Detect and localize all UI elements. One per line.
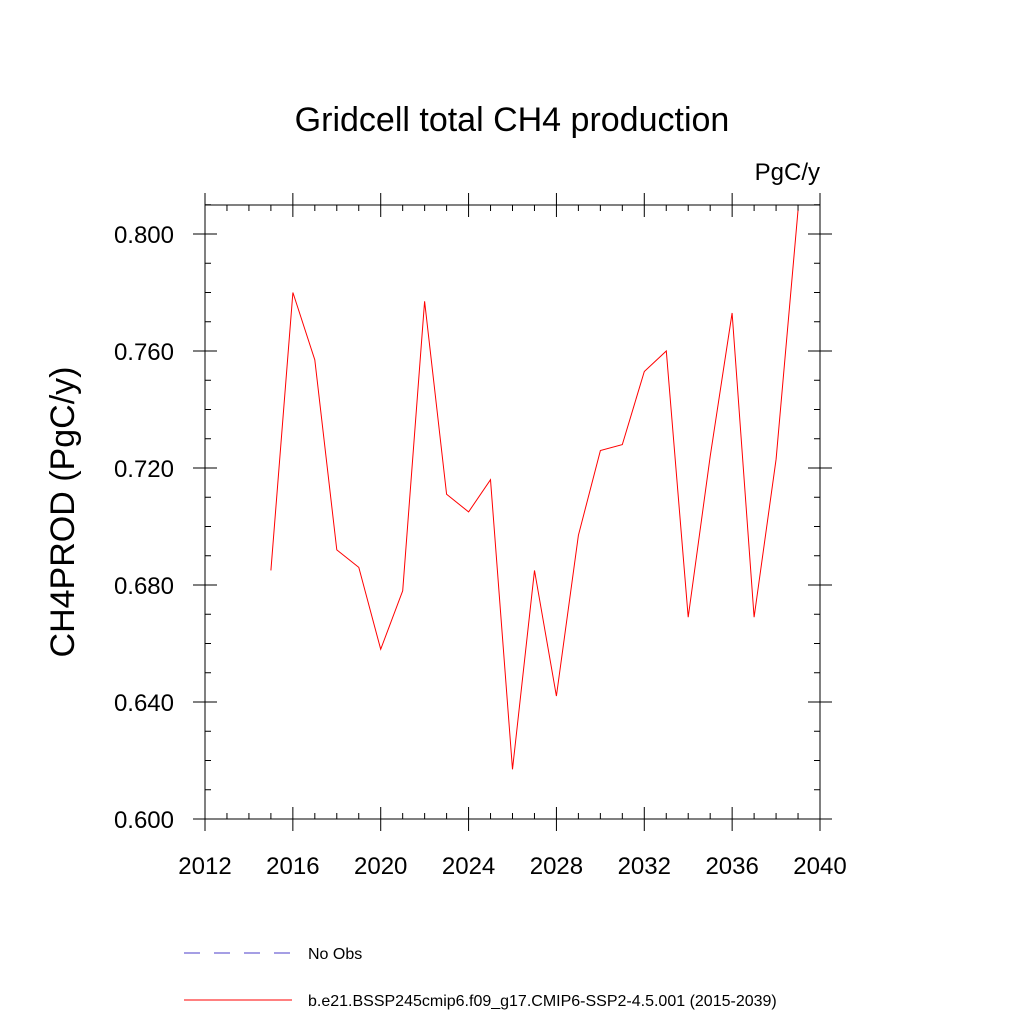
x-tick-label: 2028 <box>530 853 583 880</box>
y-tick-label: 0.640 <box>114 690 174 717</box>
legend-label: No Obs <box>308 946 362 963</box>
y-tick-label: 0.680 <box>114 573 174 600</box>
series-line <box>270 210 799 770</box>
y-tick-label: 0.600 <box>114 807 174 834</box>
legend-label: b.e21.BSSP245cmip6.f09_g17.CMIP6-SSP2-4.… <box>308 993 777 1010</box>
legend: No Obs b.e21.BSSP245cmip6.f09_g17.CMIP6-S… <box>184 946 777 1010</box>
x-tick-label: 2024 <box>442 853 495 880</box>
y-tick-label: 0.800 <box>114 222 174 249</box>
axis-tick-labels: 2012 2016 2020 2024 2028 2032 2036 2040 0.600 0.6… <box>114 222 847 880</box>
units-label: PgC/y <box>755 159 820 186</box>
x-tick-label: 2016 <box>266 853 319 880</box>
x-tick-label: 2020 <box>354 853 407 880</box>
axis-ticks <box>193 193 832 831</box>
chart-title: Gridcell total CH4 production <box>295 101 730 139</box>
series-group <box>270 210 799 770</box>
y-axis-label: CH4PROD (PgC/y) <box>44 367 82 658</box>
y-tick-label: 0.720 <box>114 456 174 483</box>
y-tick-label: 0.760 <box>114 339 174 366</box>
x-tick-label: 2032 <box>618 853 671 880</box>
plot-frame <box>204 204 821 820</box>
x-tick-label: 2012 <box>178 853 231 880</box>
x-tick-label: 2036 <box>705 853 758 880</box>
x-tick-label: 2040 <box>793 853 846 880</box>
